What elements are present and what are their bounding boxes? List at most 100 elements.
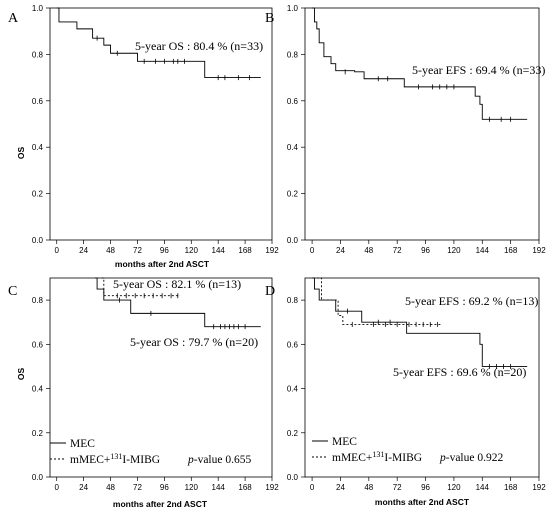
x-tick-label: 168 (504, 246, 518, 255)
x-tick-label: 120 (447, 483, 461, 492)
x-tick-label: 24 (336, 483, 345, 492)
p-value-c: p-value 0.655 (187, 454, 251, 466)
panel-label-b: B (265, 11, 274, 26)
annotation-d-1: 5-year EFS : 69.2 % (n=13) (405, 294, 538, 308)
x-tick-label: 192 (265, 246, 279, 255)
x-tick-label: 96 (160, 483, 169, 492)
x-tick-label: 192 (532, 246, 546, 255)
axis-ticks-a: 0 24 48 72 96 120 144 168 192 0.0 0.2 0.4 0.6 0.8 1.0 (32, 4, 279, 255)
plot-area-a (49, 7, 273, 241)
y-tick-label: 0.0 (287, 236, 299, 245)
x-tick-label: 144 (212, 246, 226, 255)
plot-frame-b (304, 7, 540, 241)
x-tick-label: 72 (133, 246, 142, 255)
panel-c: C 0 24 48 72 96 120 144 168 192 0.0 0.2 0.4 0.6 0.8 m… (8, 277, 279, 509)
x-tick-label: 120 (185, 483, 199, 492)
annotation-a-1: 5-year OS : 80.4 % (n=33) (135, 39, 263, 53)
km-curve-d-2 (316, 277, 443, 325)
axis-ticks-c: 0 24 48 72 96 120 144 168 192 0.0 0.2 0.4 0.6 0.8 (32, 296, 279, 492)
annotation-b-1: 5-year EFS : 69.4 % (n=33) (412, 63, 545, 77)
plot-frame-c (49, 277, 273, 478)
plot-frame-a (49, 7, 273, 241)
panel-b: B 0 24 48 72 96 120 144 168 192 0.0 0.2 0.4 0.6 0.8 1.… (265, 4, 546, 255)
p-value-d: p-value 0.922 (439, 452, 503, 464)
legend-c: MEC mMEC+131I-MIBG (50, 438, 160, 466)
y-tick-label: 0.4 (287, 385, 299, 394)
legend-d: MEC mMEC+131I-MIBG (312, 436, 422, 464)
y-tick-label: 0.8 (32, 50, 44, 59)
x-tick-label: 0 (310, 246, 315, 255)
y-tick-label: 0.8 (287, 296, 299, 305)
x-tick-label: 24 (79, 246, 88, 255)
y-tick-label: 0.2 (32, 429, 44, 438)
y-tick-label: 0.6 (287, 97, 299, 106)
x-tick-label: 48 (364, 483, 373, 492)
panel-d: D 0 24 48 72 96 120 144 168 192 0.0 0.2 0.4 0.6 0.8 m… (265, 277, 546, 507)
legend-c-item-1: MEC (70, 438, 95, 450)
x-tick-label: 0 (310, 483, 315, 492)
annotation-c-1: 5-year OS : 82.1 % (n=13) (113, 277, 241, 291)
survival-curves-a (56, 7, 261, 81)
x-axis-label-c: months after 2nd ASCT (113, 499, 208, 509)
y-tick-label: 0.4 (32, 143, 44, 152)
annotation-c-2: 5-year OS : 79.7 % (n=20) (130, 335, 258, 349)
x-tick-label: 192 (532, 483, 546, 492)
x-tick-label: 72 (133, 483, 142, 492)
x-tick-label: 48 (106, 483, 115, 492)
y-tick-label: 0.6 (32, 340, 44, 349)
km-curve-a-1 (56, 7, 261, 79)
survival-curves-c (94, 277, 261, 330)
axis-ticks-b: 0 24 48 72 96 120 144 168 192 0.0 0.2 0.4 0.6 0.8 1.0 (287, 4, 546, 255)
x-tick-label: 192 (265, 483, 279, 492)
x-tick-label: 144 (476, 483, 490, 492)
y-tick-label: 0.4 (32, 385, 44, 394)
y-tick-label: 0.0 (32, 236, 44, 245)
panel-a: A 0 24 48 72 96 120 144 168 192 0.0 0.2 0.4 0.6 0.8 1.… (8, 4, 279, 269)
km-curve-c-1 (94, 277, 261, 328)
panel-label-d: D (265, 284, 275, 299)
y-tick-label: 0.0 (32, 473, 44, 482)
plot-area-d (304, 277, 540, 478)
x-axis-label-a: months after 2nd ASCT (115, 259, 210, 269)
y-tick-label: 0.2 (287, 429, 299, 438)
y-axis-label-a: OS (16, 147, 26, 160)
x-tick-label: 120 (447, 246, 461, 255)
y-tick-label: 0.2 (287, 190, 299, 199)
y-tick-label: 0.8 (287, 50, 299, 59)
panel-label-c: C (8, 284, 17, 299)
legend-c-item-2: mMEC+131I-MIBG (70, 452, 160, 466)
y-tick-label: 0.8 (32, 296, 44, 305)
x-tick-label: 0 (55, 483, 60, 492)
x-tick-label: 24 (336, 246, 345, 255)
y-tick-label: 0.6 (32, 97, 44, 106)
x-tick-label: 144 (212, 483, 226, 492)
x-tick-label: 144 (476, 246, 490, 255)
y-axis-label-c: OS (16, 368, 26, 381)
survival-curves-d (312, 277, 528, 369)
x-tick-label: 96 (421, 483, 430, 492)
x-tick-label: 96 (421, 246, 430, 255)
axis-ticks-d: 0 24 48 72 96 120 144 168 192 0.0 0.2 0.4 0.6 0.8 (287, 296, 546, 492)
x-tick-label: 96 (160, 246, 169, 255)
x-tick-label: 48 (106, 246, 115, 255)
x-tick-label: 48 (364, 246, 373, 255)
y-tick-label: 0.0 (287, 473, 299, 482)
x-tick-label: 72 (393, 246, 402, 255)
plot-area-b (304, 7, 540, 241)
km-curve-d-1 (312, 277, 528, 367)
y-tick-label: 0.2 (32, 190, 44, 199)
x-axis-label-d: months after 2nd ASCT (375, 497, 470, 507)
plot-frame-d (304, 277, 540, 478)
legend-d-item-2: mMEC+131I-MIBG (332, 450, 422, 464)
x-tick-label: 168 (238, 483, 252, 492)
legend-d-item-1: MEC (332, 436, 357, 448)
y-tick-label: 0.4 (287, 143, 299, 152)
x-tick-label: 168 (238, 246, 252, 255)
x-tick-label: 120 (185, 246, 199, 255)
y-tick-label: 1.0 (287, 4, 299, 13)
survival-curves-b (312, 7, 528, 122)
y-tick-label: 0.6 (287, 340, 299, 349)
km-curve-c-2 (101, 277, 181, 297)
annotation-d-2: 5-year EFS : 69.6 % (n=20) (393, 365, 526, 379)
